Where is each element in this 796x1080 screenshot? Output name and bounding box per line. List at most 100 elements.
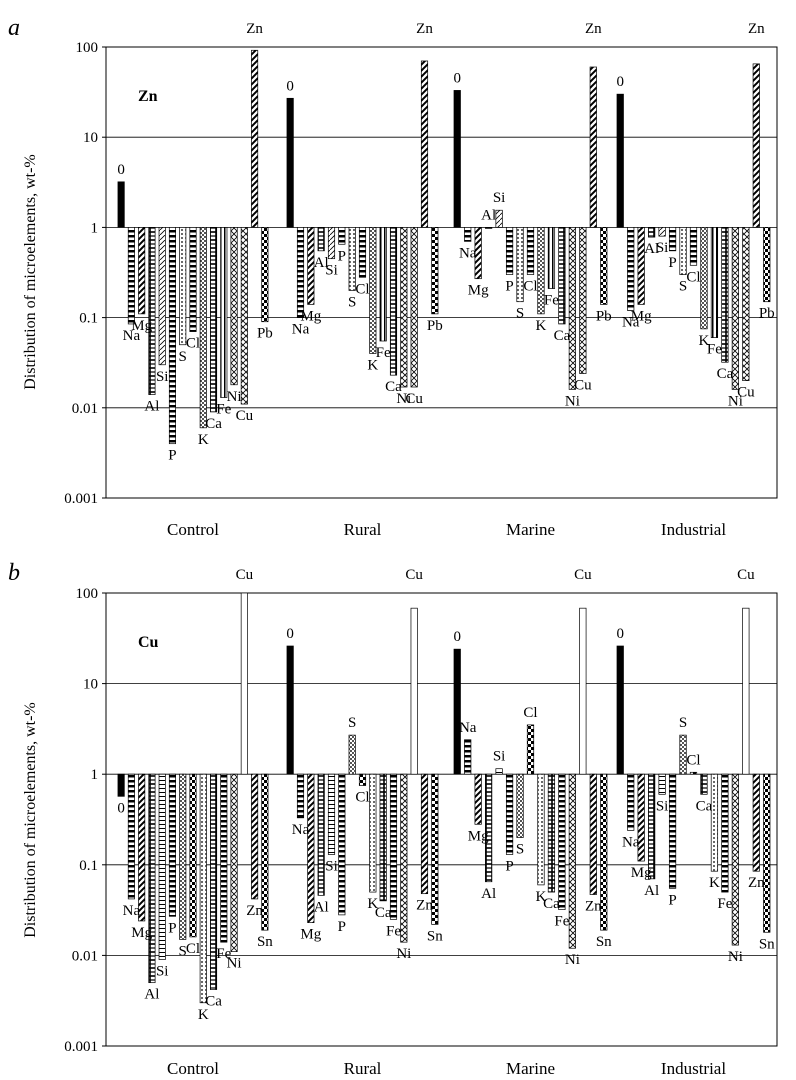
bar-s-marine — [516, 227, 524, 303]
bar-label: Ni — [565, 952, 580, 968]
bar-label: Al — [481, 886, 496, 902]
bar-0-rural — [286, 97, 294, 228]
bar-ca-industrial — [721, 227, 729, 363]
bar-label: Cu — [737, 567, 755, 583]
bar-label: Ni — [565, 393, 580, 409]
bar-al-marine — [485, 227, 493, 229]
bar-cu-control — [240, 227, 248, 405]
bar-s-marine — [516, 773, 524, 838]
bar-cl-industrial — [689, 227, 698, 266]
bar-cu-industrial — [742, 607, 750, 775]
bar-pb-industrial — [763, 227, 771, 303]
bar-0-control — [117, 181, 125, 228]
bar-label: Ni — [227, 389, 242, 405]
bar-label: Fe — [717, 896, 732, 912]
bar-label: Pb — [596, 308, 612, 324]
bar-label: Al — [144, 399, 159, 415]
bar-label: Cu — [236, 408, 254, 424]
bar-label: 0 — [117, 800, 125, 816]
bar-label: Cl — [523, 705, 537, 721]
bar-si-marine — [495, 768, 503, 775]
bar-label: K — [709, 875, 720, 891]
bar-label: Sn — [257, 934, 273, 950]
bar-fe-control — [220, 227, 228, 398]
bar-mg-industrial — [637, 773, 645, 862]
bar-p-industrial — [668, 773, 677, 889]
bar-label: Zn — [246, 903, 263, 919]
bar-label: Cu — [737, 385, 755, 401]
bar-si-control — [158, 227, 166, 366]
bar-fe-marine — [558, 773, 566, 910]
bar-label: Cl — [523, 279, 537, 295]
y-tick-label: 100 — [76, 40, 99, 56]
bar-pb-control — [261, 227, 269, 323]
bar-label: Ca — [385, 379, 402, 395]
bar-label: Na — [123, 328, 141, 344]
bar-label: 0 — [117, 162, 125, 178]
bar-label: S — [516, 306, 524, 322]
bar-label: Na — [123, 903, 141, 919]
bar-label: Pb — [257, 326, 273, 342]
bar-label: Ca — [554, 328, 571, 344]
bar-label: K — [536, 318, 547, 334]
bar-label: Cu — [574, 378, 592, 394]
bar-label: Zn — [748, 875, 765, 891]
bar-ca-rural — [379, 773, 387, 902]
bar-s-industrial — [679, 734, 687, 775]
bar-ca-control — [210, 227, 218, 413]
category-label: Industrial — [661, 1059, 726, 1078]
y-axis-label-a: Distribution of microelements, wt-% — [22, 154, 39, 390]
bar-label: Mg — [131, 318, 152, 334]
bar-label: Mg — [300, 927, 321, 943]
bar-ni-marine — [568, 227, 576, 390]
bar-na-control — [127, 773, 135, 900]
bar-na-industrial — [627, 227, 635, 311]
bar-cl-rural — [358, 227, 367, 278]
bar-k-industrial — [700, 227, 708, 330]
bar-ca-rural — [389, 227, 398, 376]
bar-label: Fe — [386, 923, 401, 939]
bar-cu-industrial — [742, 227, 750, 381]
bar-zn-rural — [420, 60, 429, 228]
bar-label: Cu — [236, 567, 254, 583]
y-ticks-a: 0.001 0.01 0.1 1 10 100 — [64, 40, 106, 507]
bar-p-control — [168, 227, 176, 445]
bar-zn-industrial — [752, 773, 760, 872]
panel-letter-a: a — [8, 15, 20, 41]
bar-label: Cl — [186, 336, 200, 352]
bar-si-control — [158, 773, 166, 960]
bar-p-control — [168, 773, 176, 917]
bar-0-industrial — [616, 645, 624, 775]
bar-label: Zn — [748, 21, 765, 37]
bar-label: Zn — [585, 899, 602, 915]
bar-k-control — [199, 227, 207, 429]
bar-label: Cl — [355, 790, 369, 806]
bar-label: Zn — [416, 898, 433, 914]
bar-label: P — [338, 248, 346, 264]
plot-area-b — [105, 592, 778, 1047]
y-tick-label: 100 — [76, 586, 99, 602]
bar-label: K — [536, 889, 547, 905]
y-tick-label: 0.001 — [64, 491, 98, 507]
bar-mg-control — [138, 227, 146, 315]
bar-mg-rural — [307, 227, 315, 305]
bar-label: K — [198, 1007, 209, 1023]
y-axis-label-b: Distribution of microelements, wt-% — [22, 702, 39, 938]
bar-label: Mg — [631, 308, 652, 324]
bar-label: P — [168, 920, 176, 936]
bar-k-control — [199, 773, 207, 1004]
bar-ca-industrial — [700, 773, 708, 795]
bar-fe-control — [220, 773, 228, 943]
bar-sn-industrial — [763, 773, 771, 933]
bar-fe-industrial — [721, 773, 729, 893]
bar-k-rural — [369, 227, 377, 354]
element-title-a: Zn — [138, 88, 158, 105]
bar-label: K — [367, 357, 378, 373]
bar-cl-marine — [526, 724, 535, 775]
bar-al-industrial — [648, 773, 656, 880]
bar-cl-control — [189, 227, 197, 332]
bar-label: Si — [493, 190, 506, 206]
bar-label: Cl — [686, 269, 700, 285]
bar-label: Ni — [396, 946, 411, 962]
